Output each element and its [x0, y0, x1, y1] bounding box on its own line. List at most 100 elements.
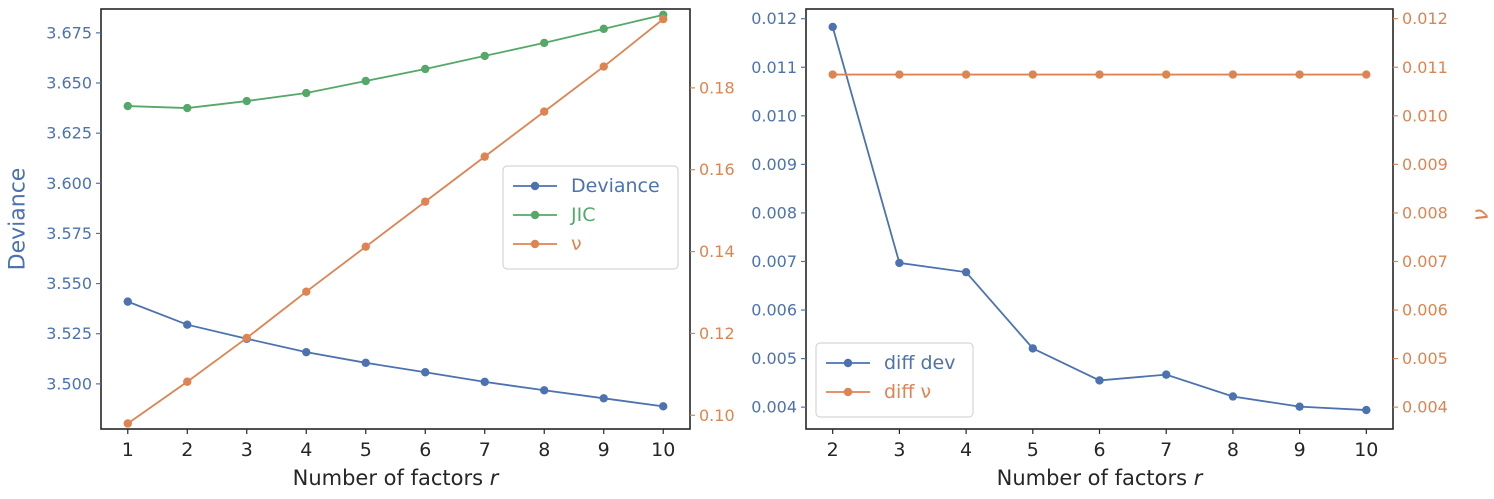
- series-jic-point: [361, 76, 370, 86]
- series-diff-nu: [828, 70, 1371, 79]
- series-deviance-point: [599, 394, 608, 403]
- series-nu-point: [540, 107, 549, 116]
- y-tick-label-right: 0.18: [699, 78, 735, 97]
- x-tick-label: 5: [360, 439, 372, 461]
- x-tick-label: 7: [1160, 439, 1172, 461]
- legend-entry-marker: [530, 239, 540, 249]
- series-diff-nu-point: [1095, 70, 1104, 79]
- y-tick-label-right: 0.006: [1402, 301, 1448, 320]
- series-diff-nu-point: [828, 70, 837, 79]
- x-axis-label: Number of factors r: [997, 466, 1204, 490]
- series-jic-point: [123, 101, 132, 111]
- y-tick-label-left: 0.011: [751, 58, 797, 77]
- plot-area-frame: [100, 8, 691, 430]
- series-diff-nu-point: [1295, 70, 1304, 79]
- y-tick-label-left: 3.650: [46, 74, 92, 93]
- y-tick-label-right: 0.012: [1402, 9, 1448, 28]
- series-deviance-point: [659, 402, 668, 411]
- x-tick-label: 10: [1354, 439, 1378, 461]
- y-tick-label-left: 3.600: [46, 174, 92, 193]
- series-jic-point: [480, 51, 489, 61]
- y-tick-label-left: 3.525: [46, 324, 92, 343]
- y-tick-label-right: 0.008: [1402, 203, 1448, 222]
- x-tick-label: 8: [538, 439, 550, 461]
- x-axis-label-text: Number of factors: [293, 466, 490, 490]
- y-tick-label-right: 0.14: [699, 242, 735, 261]
- series-nu-point: [361, 242, 370, 251]
- y-tick-label-left: 3.550: [46, 274, 92, 293]
- series-jic-point: [599, 24, 608, 34]
- legend: diff dev diff ν: [815, 342, 974, 418]
- chart-panel-2: 2 3 4 5 6 7 8 9 10 0.004 0.005 0.006 0.007 0.008 0.009…: [751, 8, 1494, 490]
- y-tick-label-left: 0.007: [751, 252, 797, 271]
- y-tick-label-right: 0.011: [1402, 58, 1448, 77]
- series-jic-line: [127, 13, 664, 109]
- series-diff-dev-point: [1295, 402, 1304, 411]
- legend-entry-marker: [843, 358, 853, 368]
- y-tick-label-left: 0.008: [751, 203, 797, 222]
- series-nu-point: [183, 377, 192, 386]
- series-jic-point: [302, 88, 311, 98]
- legend-entry-label: diff dev: [884, 352, 955, 374]
- legend-entry-label: ν: [571, 233, 582, 255]
- series-nu: [123, 14, 668, 428]
- x-axis-label-variable: r: [1194, 466, 1204, 490]
- x-tick-label: 3: [893, 439, 905, 461]
- series-jic-point: [183, 103, 192, 113]
- series-nu-point: [123, 419, 132, 428]
- x-tick-label: 1: [122, 439, 134, 461]
- legend-entry-marker: [843, 387, 853, 397]
- x-tick-label: 6: [419, 439, 431, 461]
- y-axis-label-left: Deviance: [6, 168, 31, 271]
- legend: Deviance JIC ν: [502, 165, 679, 270]
- series-deviance-point: [123, 297, 132, 306]
- series-diff-dev-point: [961, 267, 971, 277]
- y-tick-label-left: 3.675: [46, 23, 92, 42]
- x-tick-label: 9: [1294, 439, 1306, 461]
- y-tick-label-right: 0.16: [699, 160, 735, 179]
- series-deviance-point: [480, 377, 489, 387]
- series-diff-dev-point: [1362, 405, 1371, 415]
- x-tick-label: 2: [827, 439, 839, 461]
- y-tick-label-left: 3.500: [46, 374, 92, 393]
- series-diff-dev-point: [828, 22, 837, 32]
- series-jic-point: [421, 64, 430, 74]
- x-tick-label: 10: [651, 439, 675, 461]
- legend-entry-label: Deviance: [571, 175, 660, 197]
- series-diff-dev-point: [1095, 376, 1104, 385]
- y-tick-label-left: 0.009: [751, 155, 797, 174]
- series-jic-point: [242, 96, 251, 106]
- series-diff-nu-point: [1162, 70, 1171, 79]
- series-nu-point: [421, 197, 430, 206]
- series-diff-nu-point: [961, 70, 971, 79]
- series-diff-nu-point: [1228, 70, 1238, 79]
- x-axis-label-variable: r: [490, 466, 500, 490]
- y-tick-label-right: 0.010: [1402, 106, 1448, 125]
- x-tick-label: 5: [1027, 439, 1039, 461]
- series-diff-nu-point: [895, 70, 904, 79]
- chart-panel-1: 1 2 3 4 5 6 7 8 9 10 3.500 3.525 3.550 3.575 3.600 3.62…: [6, 8, 735, 490]
- y-tick-label-left: 0.012: [751, 9, 797, 28]
- y-tick-label-left: 3.575: [46, 224, 92, 243]
- series-jic: [123, 10, 668, 113]
- x-tick-label: 4: [960, 439, 972, 461]
- y-tick-label-left: 0.005: [751, 349, 797, 368]
- y-tick-label-left: 0.010: [751, 106, 797, 125]
- x-tick-label: 2: [181, 439, 193, 461]
- legend-entry-label: JIC: [570, 204, 595, 226]
- series-diff-dev-point: [1162, 370, 1171, 379]
- y-tick-label-left: 3.625: [46, 124, 92, 143]
- legend-entry-label: diff ν: [884, 381, 931, 403]
- y-tick-label-left: 0.006: [751, 301, 797, 320]
- x-axis-label: Number of factors r: [293, 466, 500, 490]
- legend-entry-marker: [530, 181, 540, 191]
- series-deviance-point: [540, 386, 549, 395]
- legend-entry-marker: [530, 210, 540, 220]
- legend-frame: [815, 342, 974, 418]
- x-tick-label: 6: [1093, 439, 1105, 461]
- series-nu-point: [659, 14, 668, 24]
- series-diff-dev-point: [1028, 344, 1037, 353]
- y-tick-label-right: 0.007: [1402, 252, 1448, 271]
- series-deviance: [123, 297, 668, 411]
